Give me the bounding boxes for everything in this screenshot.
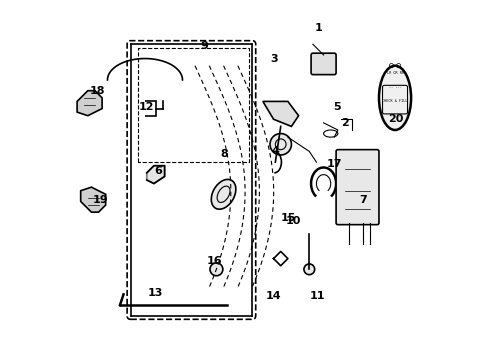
Text: 6: 6 <box>154 166 162 176</box>
Text: 20: 20 <box>388 114 403 124</box>
Circle shape <box>304 264 315 275</box>
Text: 12: 12 <box>138 102 154 112</box>
Text: -- --: -- -- <box>390 114 400 118</box>
Text: 7: 7 <box>359 195 367 204</box>
Ellipse shape <box>379 66 411 130</box>
Text: 5: 5 <box>334 102 341 112</box>
Text: 14: 14 <box>266 292 281 301</box>
Text: 9: 9 <box>200 41 208 51</box>
Ellipse shape <box>211 179 236 209</box>
Text: 4: 4 <box>272 147 280 157</box>
Text: 2: 2 <box>342 118 349 128</box>
Text: -- ---: -- --- <box>389 85 401 89</box>
Polygon shape <box>81 187 106 212</box>
Text: 15: 15 <box>281 213 296 223</box>
FancyBboxPatch shape <box>311 53 336 75</box>
Text: CHECK & FILL: CHECK & FILL <box>382 99 408 103</box>
Text: 17: 17 <box>327 159 343 169</box>
Text: 13: 13 <box>148 288 163 298</box>
Text: 18: 18 <box>90 86 105 96</box>
Text: 16: 16 <box>207 256 222 266</box>
Text: 8: 8 <box>220 149 228 158</box>
Text: 10: 10 <box>286 216 301 226</box>
Circle shape <box>270 134 292 155</box>
Text: 11: 11 <box>309 292 325 301</box>
Polygon shape <box>147 166 165 184</box>
Circle shape <box>210 263 223 276</box>
Text: 19: 19 <box>93 195 109 205</box>
Polygon shape <box>77 91 102 116</box>
Text: 1: 1 <box>315 23 322 33</box>
Polygon shape <box>263 102 298 126</box>
Text: 3: 3 <box>270 54 278 64</box>
FancyBboxPatch shape <box>336 150 379 225</box>
Text: LR OR RR: LR OR RR <box>387 71 404 75</box>
